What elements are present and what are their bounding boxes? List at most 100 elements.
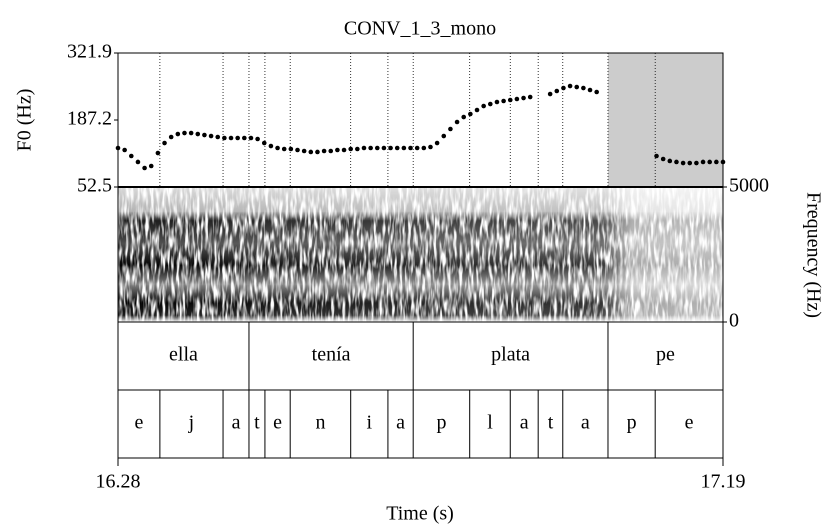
x-axis-label: Time (s) — [386, 503, 454, 525]
f0-point — [208, 133, 214, 139]
f0-point — [494, 99, 500, 105]
f0-point — [680, 160, 686, 166]
phone-label: l — [487, 412, 493, 434]
f0-point — [694, 160, 699, 166]
f0-point — [368, 145, 373, 151]
y-tick-label: 187.2 — [67, 108, 112, 130]
f0-point — [248, 135, 254, 141]
y2-tick-label: 5000 — [729, 175, 769, 197]
phone-label: i — [367, 412, 373, 434]
f0-point — [361, 145, 367, 151]
word-label: ella — [169, 344, 198, 366]
f0-point — [587, 87, 593, 93]
f0-point — [135, 159, 141, 165]
phone-label: e — [685, 412, 694, 434]
f0-point — [261, 140, 267, 146]
f0-point — [461, 114, 467, 120]
f0-point — [182, 130, 187, 136]
phone-label: a — [520, 412, 529, 434]
y-tick-label: 52.5 — [77, 175, 112, 197]
y2-tick-label: 0 — [729, 310, 739, 332]
phone-label: t — [548, 412, 554, 434]
f0-point — [421, 145, 427, 151]
f0-point — [155, 150, 161, 156]
f0-point — [315, 149, 320, 155]
f0-point — [242, 135, 247, 141]
f0-point — [408, 145, 413, 151]
f0-point — [175, 131, 181, 137]
word-label: pe — [656, 344, 675, 366]
f0-point — [700, 159, 706, 165]
f0-point — [335, 147, 340, 153]
x-tick-label: 17.19 — [701, 471, 746, 493]
f0-point — [215, 134, 221, 140]
f0-point — [474, 107, 480, 113]
phone-label: j — [188, 412, 195, 434]
f0-point — [554, 88, 560, 94]
phone-label: p — [436, 412, 446, 434]
f0-point — [654, 153, 659, 159]
phone-label: n — [315, 412, 325, 434]
f0-point — [275, 145, 280, 151]
f0-point — [667, 158, 673, 164]
f0-point — [567, 83, 573, 89]
f0-point — [720, 159, 726, 165]
phone-label: e — [134, 412, 143, 434]
f0-point — [348, 146, 353, 152]
f0-point — [574, 84, 580, 90]
f0-point — [235, 135, 240, 141]
f0-point — [142, 165, 147, 171]
f0-point — [468, 111, 473, 117]
f0-point — [428, 144, 433, 150]
f0-point — [448, 126, 453, 132]
y-axis-label: F0 (Hz) — [14, 89, 36, 152]
f0-point — [660, 156, 666, 162]
f0-point — [122, 147, 127, 153]
y2-axis-label: Frequency (Hz) — [802, 192, 824, 318]
f0-point — [481, 103, 486, 109]
phone-label: t — [254, 412, 260, 434]
f0-point — [434, 140, 440, 146]
f0-point — [288, 146, 294, 152]
f0-point — [561, 85, 566, 91]
f0-point — [707, 159, 713, 165]
phone-label: a — [396, 412, 405, 434]
f0-point — [222, 135, 227, 141]
f0-point — [295, 147, 300, 153]
f0-point — [374, 145, 380, 151]
phone-label: a — [581, 412, 590, 434]
word-label: plata — [491, 344, 530, 366]
f0-point — [308, 149, 314, 155]
f0-point — [228, 135, 234, 141]
f0-point — [128, 153, 134, 159]
spectrogram — [118, 187, 723, 322]
f0-point — [414, 145, 420, 151]
x-tick-label: 16.28 — [96, 471, 141, 493]
f0-point — [401, 145, 407, 151]
f0-point — [255, 136, 260, 142]
f0-point — [148, 163, 154, 169]
f0-point — [202, 132, 207, 138]
f0-point — [674, 159, 679, 165]
f0-point — [547, 91, 553, 97]
f0-point — [454, 119, 460, 125]
f0-point — [355, 146, 360, 152]
f0-point — [341, 147, 347, 153]
f0-point — [381, 145, 387, 151]
f0-point — [321, 148, 327, 154]
phone-label: e — [273, 412, 282, 434]
f0-point — [501, 98, 506, 104]
f0-point — [687, 160, 693, 166]
f0-point — [594, 89, 599, 95]
f0-point — [162, 140, 167, 146]
f0-point — [527, 94, 533, 100]
f0-point — [115, 145, 121, 151]
f0-point — [488, 101, 493, 107]
f0-point — [195, 131, 201, 137]
f0-point — [281, 146, 287, 152]
f0-point — [514, 96, 520, 102]
spectrogram-image — [118, 187, 723, 322]
f0-point — [168, 134, 174, 140]
f0-point — [507, 97, 513, 103]
